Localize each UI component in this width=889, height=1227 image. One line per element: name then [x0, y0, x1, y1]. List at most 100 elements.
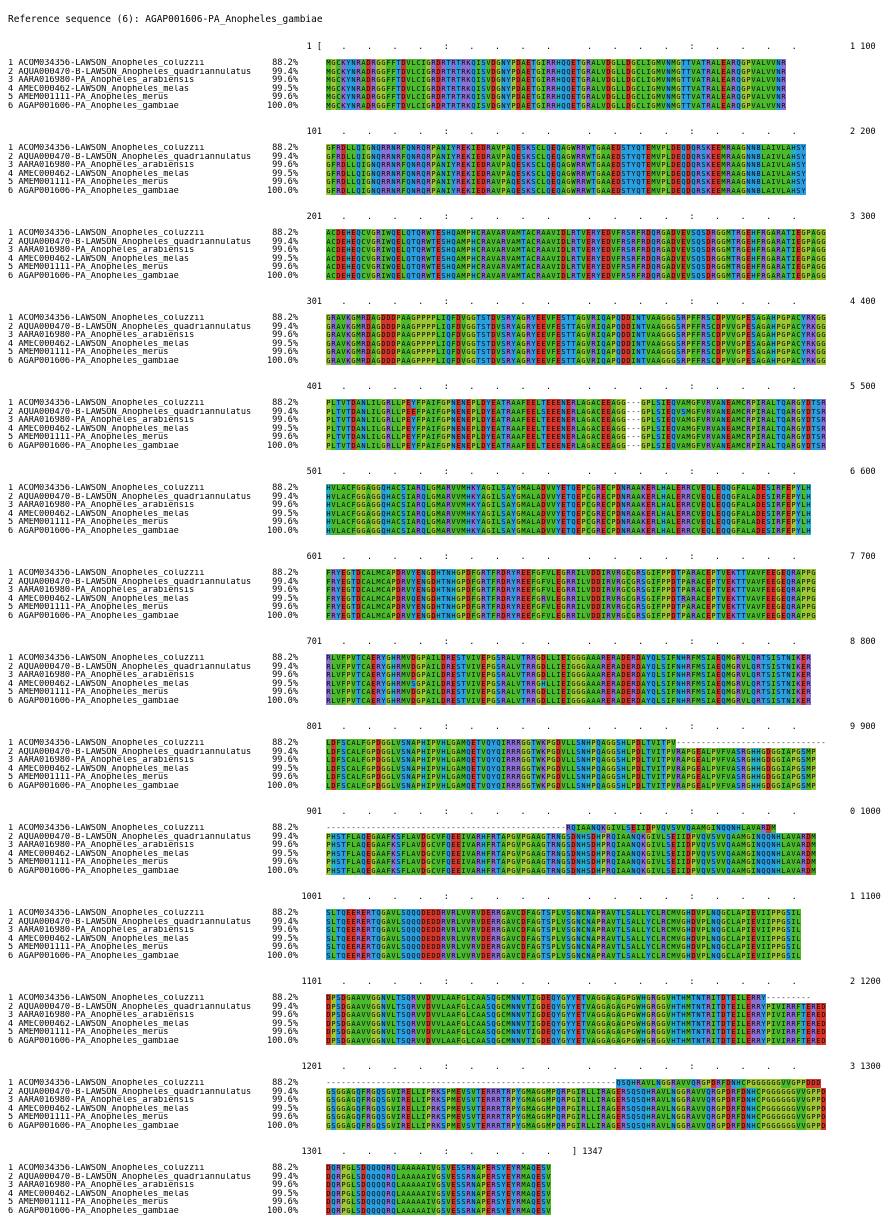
residue: R — [821, 442, 826, 451]
residue — [821, 178, 826, 187]
identity-percentages: 88.2%99.4%99.6%99.5%99.6%100.0% — [262, 59, 298, 110]
sequence-name: 4 AMEC000462-LAWSON_Anopheles_melas — [8, 425, 258, 434]
sequence-name: 1 ACOM034356-LAWSON_Anopheles_coluzzii — [8, 59, 258, 68]
residue — [821, 569, 826, 578]
ruler-marks: . . . . : . . . . . . . . : . . . . — [326, 467, 826, 479]
sequence-name: 3 AARA016980-PA_Anopheles_arabiensis — [8, 586, 258, 595]
ruler-end: 1 100 — [850, 42, 876, 52]
residue — [821, 603, 826, 612]
sequence-name: 6 AGAP001606-PA_Anopheles_gambiae — [8, 187, 258, 196]
ruler-end: 3 300 — [850, 212, 876, 222]
residue — [821, 578, 826, 587]
sequence-name: 1 ACOM034356-LAWSON_Anopheles_coluzzii — [8, 399, 258, 408]
residue: G — [821, 348, 826, 357]
alignment-block: 301 . . . . : . . . . . . . . : . . . . … — [0, 297, 889, 377]
residue — [821, 68, 826, 77]
sequence-name: 1 ACOM034356-LAWSON_Anopheles_coluzzii — [8, 314, 258, 323]
sequence-name: 6 AGAP001606-PA_Anopheles_gambiae — [8, 697, 258, 706]
residue — [821, 144, 826, 153]
sequence-name: 5 AMEM001111-PA_Anopheles_merus — [8, 263, 258, 272]
ruler-start: 501 — [298, 467, 322, 477]
residue — [821, 85, 826, 94]
residue: R — [821, 433, 826, 442]
residue — [821, 102, 826, 111]
sequence-name: 4 AMEC000462-LAWSON_Anopheles_melas — [8, 680, 258, 689]
sequence-name: 3 AARA016980-PA_Anopheles_arabiensis — [8, 246, 258, 255]
sequence-name: 6 AGAP001606-PA_Anopheles_gambiae — [8, 357, 258, 366]
sequence-name: 5 AMEM001111-PA_Anopheles_merus — [8, 93, 258, 102]
identity-percent: 100.0% — [262, 527, 298, 536]
residue: G — [821, 272, 826, 281]
identity-percent: 100.0% — [262, 187, 298, 196]
position-ruler: 601 . . . . : . . . . . . . . : . . . . … — [298, 552, 888, 564]
ruler-marks: . . . . : . . . . . . . . : . . . . — [326, 212, 826, 224]
residue: R — [821, 399, 826, 408]
identity-percent: 100.0% — [262, 612, 298, 621]
residue — [821, 595, 826, 604]
sequence-name: 1 ACOM034356-LAWSON_Anopheles_coluzzii — [8, 569, 258, 578]
sequence-name: 1 ACOM034356-LAWSON_Anopheles_coluzzii — [8, 229, 258, 238]
residue — [821, 680, 826, 689]
ruler-marks: . . . . : . . . . . . . . : . . . . — [326, 382, 826, 394]
sequence-name: 4 AMEC000462-LAWSON_Anopheles_melas — [8, 170, 258, 179]
ruler-start: 301 — [298, 297, 322, 307]
residue — [821, 527, 826, 536]
sequence-name: 4 AMEC000462-LAWSON_Anopheles_melas — [8, 510, 258, 519]
alignment-block: 701 . . . . : . . . . . . . . : . . . . … — [0, 637, 889, 717]
sequence-name: 2 AQUA000470-B-LAWSON_Anopheles_quadrian… — [8, 408, 258, 417]
ruler-marks: . . . . : . . . . . . . . : . . . . — [326, 552, 826, 564]
residue — [821, 501, 826, 510]
position-ruler: 301 . . . . : . . . . . . . . : . . . . … — [298, 297, 888, 309]
residue: G — [821, 314, 826, 323]
position-ruler: 1 [ . . . . : . . . . . . . . : . . . . … — [298, 42, 888, 54]
sequence-name: 4 AMEC000462-LAWSON_Anopheles_melas — [8, 85, 258, 94]
residue — [821, 688, 826, 697]
residue — [821, 518, 826, 527]
position-ruler: 201 . . . . : . . . . . . . . : . . . . … — [298, 212, 888, 224]
residue — [821, 654, 826, 663]
identity-percent: 100.0% — [262, 272, 298, 281]
sequence-name: 2 AQUA000470-B-LAWSON_Anopheles_quadrian… — [8, 68, 258, 77]
ruler-end: 2 200 — [850, 127, 876, 137]
sequence-name: 5 AMEM001111-PA_Anopheles_merus — [8, 603, 258, 612]
alignment-block: 101 . . . . : . . . . . . . . : . . . . … — [0, 127, 889, 207]
ruler-marks: . . . . : . . . . . . . . : . . . . — [326, 637, 826, 649]
ruler-start: 1 [ — [298, 42, 322, 52]
residue — [821, 76, 826, 85]
identity-percentages: 88.2%99.4%99.6%99.5%99.6%100.0% — [262, 144, 298, 195]
residue: G — [821, 229, 826, 238]
ruler-start: 101 — [298, 127, 322, 137]
